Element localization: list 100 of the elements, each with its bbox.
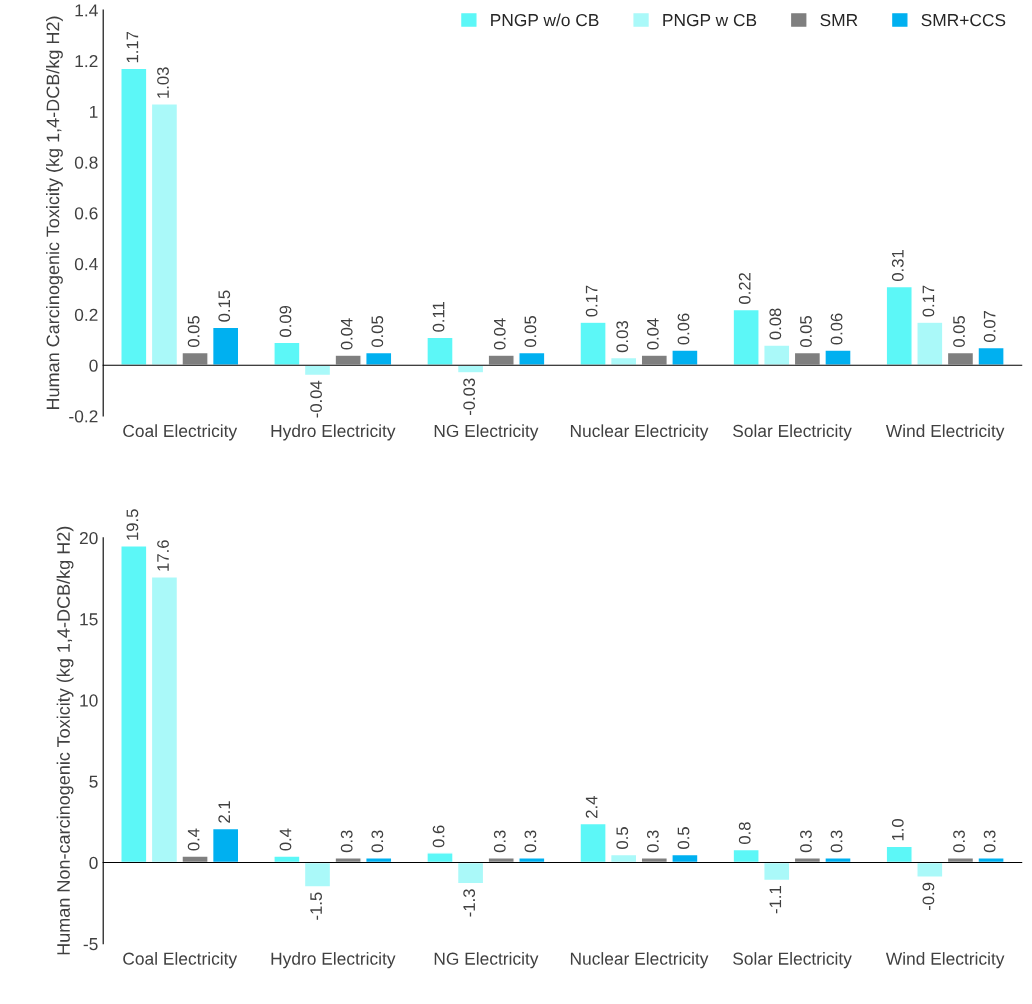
bar: [885, 285, 913, 366]
y-tick-label: 1: [90, 105, 98, 118]
data-label: 0.06: [830, 313, 843, 345]
bar: [916, 861, 944, 878]
y-tick-label: 0: [89, 359, 98, 372]
data-label: 2.4: [585, 796, 598, 818]
data-label: 0.05: [371, 315, 384, 348]
data-label: 2.1: [218, 801, 230, 823]
bar: [120, 545, 148, 864]
bar: [763, 344, 791, 366]
bar: [426, 336, 454, 366]
bar: [763, 861, 791, 882]
data-label: 0.3: [800, 830, 812, 853]
bar: [120, 67, 148, 366]
data-label: 0.8: [738, 822, 751, 845]
x-tick-label: Wind Electricity: [885, 424, 1005, 441]
bar: [181, 351, 209, 366]
x-tick-label: Solar Electricity: [733, 952, 852, 969]
bar: [977, 346, 1005, 366]
data-label: 0.05: [800, 315, 812, 348]
legend-label: SMR+CCS: [921, 13, 1006, 27]
x-tick-label: Coal Electricity: [123, 952, 238, 969]
legend-label: SMR: [820, 13, 858, 27]
bar: [793, 351, 822, 366]
bar: [273, 855, 301, 864]
data-label: 0.04: [340, 318, 353, 350]
x-tick-label: Nuclear Electricity: [570, 424, 709, 441]
bar: [579, 321, 607, 366]
bar: [211, 827, 240, 864]
x-tick-label: Hydro Electricity: [271, 424, 396, 441]
data-label: 17.6: [157, 540, 169, 571]
data-label: 0.03: [616, 321, 629, 353]
data-label: -0.03: [463, 378, 476, 415]
legend-label: PNGP w/o CB: [491, 13, 599, 27]
data-label: 0.11: [432, 302, 445, 332]
bar: [916, 321, 944, 366]
data-label: 0.22: [738, 272, 751, 304]
data-label: 0.15: [218, 290, 231, 322]
data-label: 0.05: [953, 315, 965, 348]
data-label: 0.09: [279, 305, 292, 337]
bar: [885, 845, 913, 864]
bar: [732, 848, 760, 864]
data-label: 1.17: [126, 31, 139, 63]
bar: [426, 852, 454, 864]
bar: [640, 354, 668, 366]
y-tick-label: 0: [89, 856, 98, 870]
data-label: 0.4: [187, 828, 200, 851]
y-tick-label: 0.6: [74, 207, 98, 220]
bar: [824, 349, 852, 366]
data-label: 0.3: [371, 830, 384, 853]
x-tick-label: Solar Electricity: [733, 424, 852, 441]
data-label: 0.05: [187, 315, 200, 348]
y-tick-label: 1.2: [75, 54, 98, 68]
bar: [150, 103, 179, 366]
y-axis-title: Human Non-carcinogenic Toxicity (kg 1,4-DCB/kg H2): [56, 526, 74, 955]
data-label: 0.3: [493, 830, 506, 853]
bar: [579, 822, 607, 864]
data-label: -1.1: [769, 886, 782, 914]
bar: [181, 855, 209, 864]
data-label: 0.04: [493, 318, 506, 350]
data-label: 0.06: [677, 313, 690, 345]
y-tick-label: 15: [80, 613, 98, 626]
bar: [150, 576, 179, 864]
data-label: 19.5: [126, 509, 139, 540]
data-label: 0.5: [677, 827, 690, 849]
bar: [211, 326, 240, 366]
data-label: 0.3: [953, 830, 965, 853]
x-tick-label: Wind Electricity: [885, 952, 1005, 969]
data-label: 0.08: [769, 308, 782, 340]
data-label: 0.31: [891, 250, 904, 282]
y-tick-label: 10: [80, 694, 98, 707]
x-tick-label: Coal Electricity: [123, 424, 238, 441]
x-tick-label: Hydro Electricity: [271, 952, 396, 969]
data-label: 1.0: [891, 818, 904, 841]
x-tick-label: NG Electricity: [434, 952, 539, 969]
data-label: 0.04: [646, 318, 659, 350]
y-axis-title: Human Carcinogenic Toxicity (kg 1,4-DCB/kg H2): [46, 16, 63, 410]
data-label: -1.3: [463, 889, 476, 917]
data-label: 0.3: [646, 830, 659, 853]
data-label: 0.3: [830, 830, 843, 853]
x-tick-label: NG Electricity: [434, 424, 539, 441]
y-tick-label: 0.4: [74, 257, 98, 271]
y-tick-label: 5: [89, 775, 98, 788]
data-label: 0.3: [340, 830, 353, 853]
bar: [487, 354, 515, 366]
data-label: 0.07: [983, 311, 996, 342]
y-tick-label: -0.2: [69, 410, 98, 423]
data-label: 0.05: [524, 315, 537, 348]
bar: [334, 354, 362, 366]
bar: [303, 861, 332, 888]
data-label: 0.4: [279, 828, 292, 851]
data-label: 0.5: [616, 827, 629, 849]
data-label: -0.04: [310, 380, 322, 418]
data-label: 1.03: [157, 67, 169, 98]
bar: [456, 861, 485, 885]
y-tick-label: 1.4: [75, 4, 98, 17]
y-tick-label: 20: [79, 531, 98, 545]
bar: [518, 351, 546, 366]
data-label: -1.5: [310, 892, 322, 920]
data-label: -0.9: [922, 882, 935, 911]
